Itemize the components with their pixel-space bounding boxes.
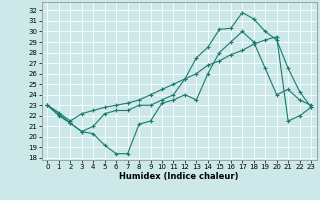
X-axis label: Humidex (Indice chaleur): Humidex (Indice chaleur) (119, 172, 239, 181)
